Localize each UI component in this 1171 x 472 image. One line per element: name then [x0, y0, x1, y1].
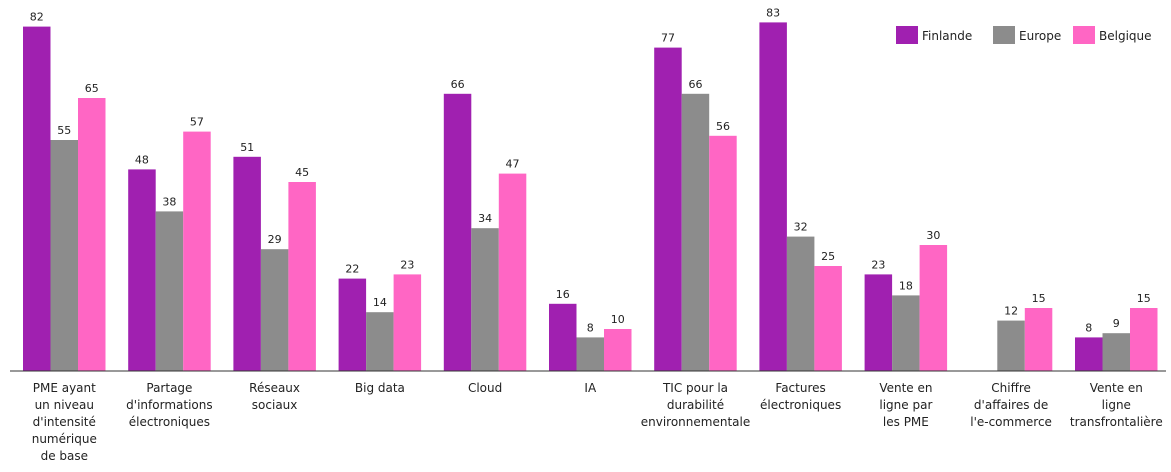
value-label-europe-2: 29: [268, 233, 282, 246]
value-label-finlande-7: 83: [766, 6, 780, 19]
bar-europe-2: [260, 249, 289, 371]
legend-label-belgique: Belgique: [1099, 29, 1152, 43]
bar-finlande-8: [864, 274, 893, 371]
category-label-10: Vente en ligne transfrontalière: [1070, 381, 1163, 429]
value-label-belgique-10: 15: [1137, 292, 1151, 305]
value-label-belgique-4: 47: [506, 158, 520, 171]
legend-label-europe: Europe: [1019, 29, 1061, 43]
legend-label-finlande: Finlande: [922, 29, 972, 43]
category-label-0: PME ayant un niveau d'intensité numérique de…: [32, 381, 97, 463]
value-label-belgique-9: 15: [1032, 292, 1046, 305]
value-label-finlande-6: 77: [661, 32, 675, 45]
bar-belgique-0: [78, 98, 106, 371]
bar-europe-4: [471, 228, 499, 371]
bar-finlande-4: [443, 93, 472, 372]
legend-swatch-europe: [993, 26, 1015, 44]
category-label-9: Chiffre d'affaires de l'e-commerce: [970, 381, 1052, 429]
bar-finlande-6: [654, 47, 682, 371]
value-labels-group: 82 55 65 48 38 57 51 29 45 22 14 23 66 34 47 16 8 10 77 66 5…: [30, 6, 1151, 334]
category-label-7: Factures électroniques: [760, 381, 841, 412]
value-label-finlande-4: 66: [451, 78, 465, 91]
legend: Finlande Europe Belgique: [896, 26, 1152, 44]
bar-finlande-3: [338, 278, 367, 371]
bar-belgique-5: [604, 329, 632, 371]
value-label-finlande-0: 82: [30, 11, 44, 24]
value-label-europe-9: 12: [1004, 305, 1018, 318]
bar-finlande-1: [128, 169, 156, 371]
bar-belgique-6: [709, 135, 737, 371]
value-label-belgique-6: 56: [716, 120, 730, 133]
bar-europe-6: [681, 93, 710, 372]
bar-belgique-10: [1130, 308, 1158, 371]
value-label-belgique-3: 23: [400, 258, 414, 271]
value-label-belgique-1: 57: [190, 116, 204, 129]
legend-swatch-finlande: [896, 26, 918, 44]
bar-belgique-4: [498, 173, 527, 371]
category-label-4: Cloud: [468, 381, 502, 395]
bar-belgique-9: [1024, 308, 1053, 371]
value-label-europe-0: 55: [57, 124, 71, 137]
bar-belgique-2: [288, 182, 316, 371]
bar-belgique-1: [183, 131, 211, 371]
bar-finlande-0: [23, 26, 51, 371]
category-label-3: Big data: [355, 381, 405, 395]
value-label-finlande-1: 48: [135, 153, 149, 166]
bar-europe-9: [997, 320, 1025, 371]
value-label-europe-6: 66: [689, 78, 703, 91]
bar-europe-0: [50, 140, 78, 371]
value-label-europe-5: 8: [587, 321, 594, 334]
value-label-finlande-2: 51: [240, 141, 254, 154]
value-label-europe-8: 18: [899, 279, 913, 292]
bar-europe-3: [366, 312, 394, 371]
legend-swatch-belgique: [1073, 26, 1095, 44]
category-label-1: Partage d'informations électroniques: [126, 381, 212, 429]
bar-europe-1: [155, 211, 184, 371]
bar-finlande-5: [549, 303, 577, 371]
value-label-belgique-2: 45: [295, 166, 309, 179]
bar-europe-5: [576, 337, 604, 371]
value-label-europe-4: 34: [478, 212, 492, 225]
bar-belgique-7: [814, 266, 842, 371]
value-label-belgique-8: 30: [926, 229, 940, 242]
value-label-europe-10: 9: [1113, 317, 1120, 330]
value-label-belgique-7: 25: [821, 250, 835, 263]
bar-europe-8: [892, 295, 920, 371]
category-label-2: Réseaux sociaux: [249, 381, 300, 412]
value-label-europe-3: 14: [373, 296, 387, 309]
bar-europe-7: [786, 236, 815, 371]
value-label-belgique-0: 65: [85, 82, 99, 95]
category-labels-group: PME ayant un niveau d'intensité numérique de…: [32, 381, 1163, 463]
value-label-finlande-8: 23: [871, 258, 885, 271]
bar-finlande-2: [233, 156, 261, 371]
bar-finlande-7: [759, 22, 787, 372]
bar-belgique-3: [393, 274, 422, 371]
bar-finlande-10: [1075, 337, 1103, 371]
value-label-finlande-10: 8: [1085, 321, 1092, 334]
value-label-europe-1: 38: [162, 195, 176, 208]
value-label-finlande-5: 16: [556, 288, 570, 301]
value-label-finlande-3: 22: [345, 263, 359, 276]
category-label-8: Vente en ligne par les PME: [879, 381, 932, 429]
bar-belgique-8: [919, 245, 948, 371]
value-label-belgique-5: 10: [611, 313, 625, 326]
category-label-5: IA: [584, 381, 597, 395]
category-label-6: TIC pour la durabilité environnementale: [641, 381, 750, 429]
bars-group: [23, 22, 1158, 372]
value-label-europe-7: 32: [794, 221, 808, 234]
bar-europe-10: [1102, 333, 1130, 371]
